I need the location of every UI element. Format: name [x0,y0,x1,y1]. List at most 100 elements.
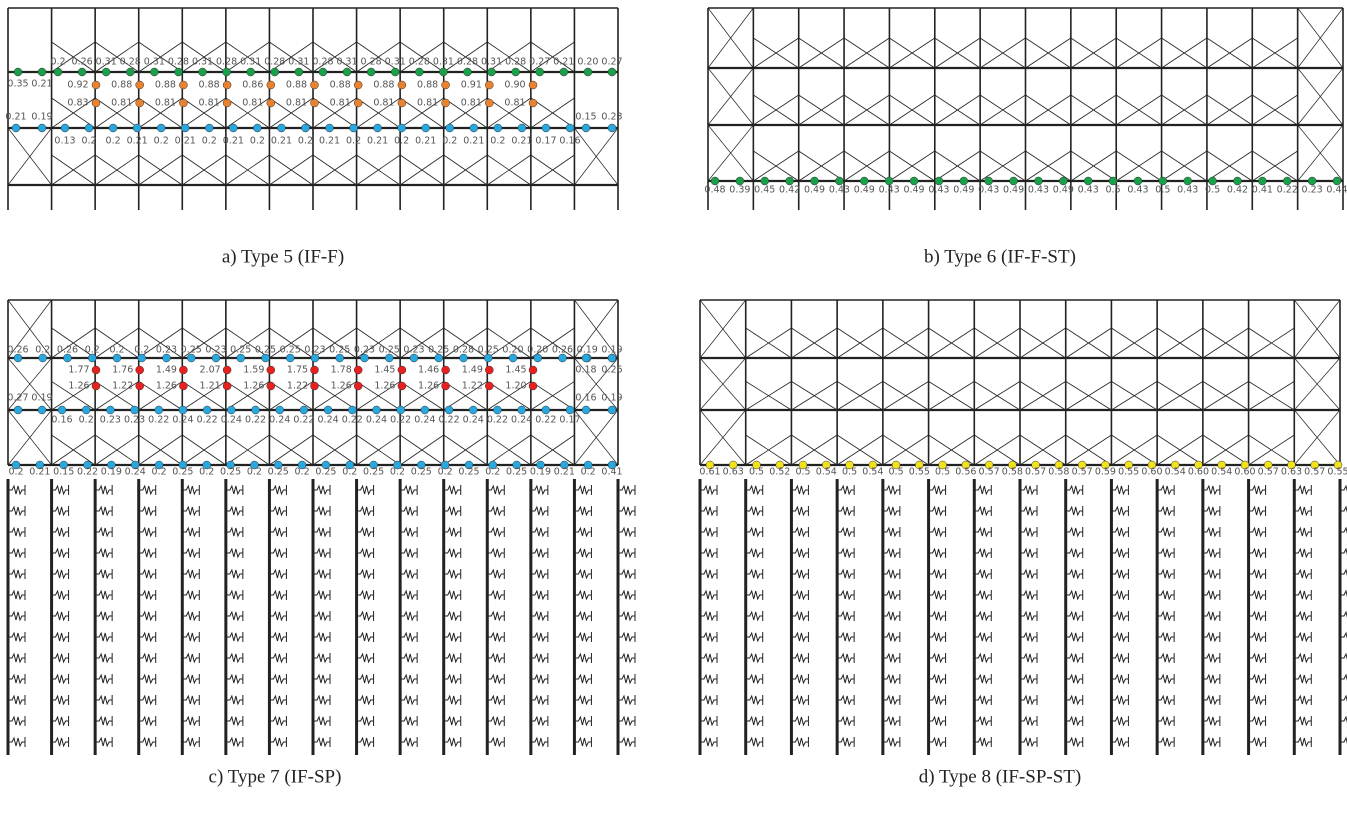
hinge-label: 0.19 [577,345,598,356]
spring [746,527,763,537]
spring [883,485,900,495]
spring [618,632,635,642]
hinge [354,366,362,374]
spring [182,527,199,537]
spring [791,590,808,600]
spring [487,695,504,705]
hinge-label: 0.45 [754,185,775,196]
spring [974,737,991,747]
hinge-label: 1.22 [287,381,308,392]
spring [444,506,461,516]
spring [1294,590,1311,600]
spring [618,611,635,621]
spring [700,674,717,684]
spring [182,569,199,579]
hinge-label: 0.28 [312,57,333,68]
spring [139,569,156,579]
hinge [267,382,275,390]
hinge-label: 0.43 [1177,185,1198,196]
hinge-label: 0.41 [601,467,622,478]
hinge-label: 0.23 [100,415,121,426]
hinge-label: 0.81 [199,98,220,109]
caption: b) Type 6 (IF-F-ST) [924,246,1076,267]
spring [444,674,461,684]
spring [269,737,286,747]
spring [1249,611,1266,621]
hinge [529,382,537,390]
spring [487,485,504,495]
spring [139,674,156,684]
spring [746,716,763,726]
spring [487,506,504,516]
hinge-label: 0.91 [461,80,482,91]
hinge [109,124,117,132]
hinge-label: 0.55 [909,467,930,478]
hinge [203,406,211,414]
spring [444,590,461,600]
hinge-label: 0.22 [342,415,363,426]
spring [95,632,112,642]
hinge-label: 0.21 [223,136,244,147]
spring [574,527,591,537]
hinge-label: 0.88 [373,80,394,91]
spring [139,611,156,621]
spring [1111,632,1128,642]
spring [929,548,946,558]
hinge-label: 0.49 [953,185,974,196]
spring [182,548,199,558]
spring [400,569,417,579]
spring [791,569,808,579]
hinge-label: 0.52 [769,467,790,478]
spring [618,695,635,705]
spring [139,653,156,663]
spring [1111,548,1128,558]
spring [95,590,112,600]
hinge [566,124,574,132]
spring [1249,695,1266,705]
spring [400,653,417,663]
hinge-label: 0.81 [504,98,525,109]
spring [357,569,374,579]
hinge-label: 0.25 [379,345,400,356]
spring [1249,506,1266,516]
spring [791,548,808,558]
hinge-label: 0.22 [293,415,314,426]
hinge [398,81,406,89]
spring [700,506,717,516]
hinge [12,124,20,132]
hinge [518,406,526,414]
spring [574,590,591,600]
hinge-label: 0.2 [199,467,214,478]
spring [226,590,243,600]
spring [974,632,991,642]
hinge [311,99,319,107]
hinge [582,354,590,362]
hinge [311,382,319,390]
hinge-label: 0.21 [463,136,484,147]
hinge-label: 0.31 [481,57,502,68]
spring [791,527,808,537]
spring [1249,716,1266,726]
spring [700,548,717,558]
hinge [295,68,303,76]
hinge-label: 0.49 [804,185,825,196]
spring [487,674,504,684]
hinge-label: 0.28 [409,57,430,68]
spring [574,632,591,642]
spring [400,548,417,558]
spring [531,527,548,537]
hinge-label: 0.2 [342,467,357,478]
hinge-label: 0.88 [330,80,351,91]
hinge [131,406,139,414]
hinge [397,406,405,414]
hinge-label: 0.21 [367,136,388,147]
spring [791,695,808,705]
hinge [301,124,309,132]
spring [837,737,854,747]
hinge [181,124,189,132]
hinge-label: 0.21 [415,136,436,147]
spring [1203,611,1220,621]
hinge-label: 0.2 [390,467,405,478]
spring [1294,695,1311,705]
